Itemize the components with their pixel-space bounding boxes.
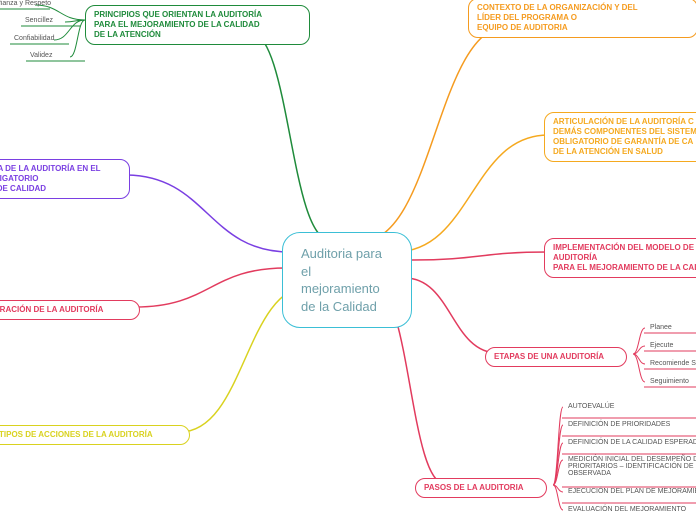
leaf: Confiabilidad (14, 35, 54, 42)
center-node: Auditoria para elmejoramientode la Calid… (282, 232, 412, 328)
leaf: Validez (30, 52, 52, 59)
branch-contexto: CONTEXTO DE LA ORGANIZACIÓN Y DELLÍDER D… (468, 0, 696, 38)
branch-etapas: ETAPAS DE UNA AUDITORÍA (485, 347, 627, 367)
branch-tipos: TIPOS DE ACCIONES DE LA AUDITORÍA (0, 425, 190, 445)
leaf: AUTOEVALÚE (568, 403, 614, 410)
leaf: Planee (650, 324, 672, 331)
leaf: DEFINICIÓN DE PRIORIDADES (568, 421, 670, 428)
leaf: DEFINICIÓN DE LA CALIDAD ESPERADA (568, 439, 696, 446)
leaf: Recomiende Sol (650, 360, 696, 367)
leaf: Seguimiento (650, 378, 689, 385)
leaf: EJECUCIÓN DEL PLAN DE MEJORAMIENTO (568, 488, 696, 495)
leaf: nfianza y Respeto (0, 0, 51, 7)
branch-operacion: PERACIÓN DE LA AUDITORÍA (0, 300, 140, 320)
leaf: Ejecute (650, 342, 673, 349)
branch-estrategia: GIA DE LA AUDITORÍA EN ELBLIGATORIOA DE … (0, 159, 130, 199)
branch-implementacion: IMPLEMENTACIÓN DEL MODELO DEAUDITORÍAPAR… (544, 238, 696, 278)
leaf: MEDICIÓN INICIAL DEL DESEMPEÑO DE LOSPRI… (568, 456, 696, 477)
branch-pasos: PASOS DE LA AUDITORIA (415, 478, 547, 498)
leaf: Sencillez (25, 17, 53, 24)
branch-principios: PRINCIPIOS QUE ORIENTAN LA AUDITORÍAPARA… (85, 5, 310, 45)
leaf: EVALUACIÓN DEL MEJORAMIENTO (568, 506, 686, 513)
branch-articulacion: ARTICULACIÓN DE LA AUDITORÍA CDEMÁS COMP… (544, 112, 696, 162)
